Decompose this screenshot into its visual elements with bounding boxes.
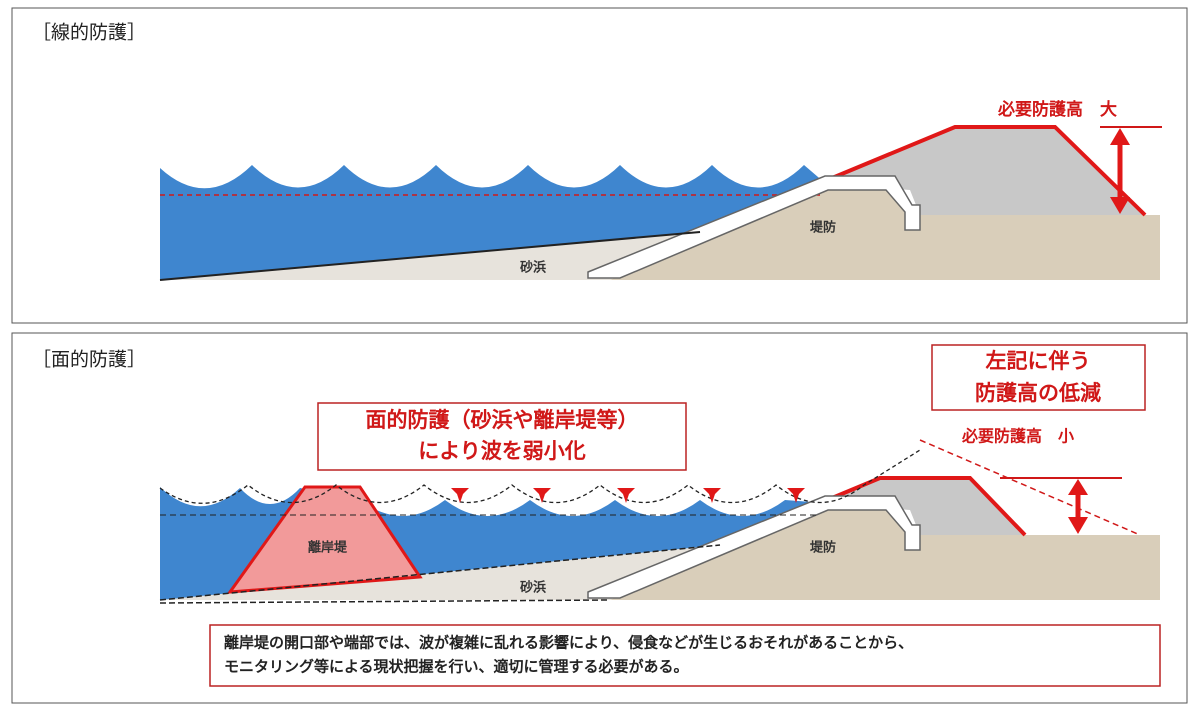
note-box — [209, 624, 1161, 687]
panel-title: ［面的防護］ — [32, 349, 146, 371]
sea — [160, 165, 825, 280]
wave-reduction-arrow — [787, 488, 805, 503]
arrow-head — [1068, 517, 1088, 534]
arrow-head — [1110, 128, 1130, 145]
wave-reduction-arrow — [617, 488, 635, 503]
old-wave — [159, 449, 921, 504]
callout-box — [317, 402, 687, 471]
revetment — [587, 495, 921, 599]
note-text: 離岸堤の開口部や端部では、波が複雑に乱れる影響により、侵食などが生じるおそれがあ… — [224, 634, 913, 652]
note-text: モニタリング等による現状把握を行い、適切に管理する必要がある。 — [224, 658, 689, 676]
breakwater-label: 離岸堤 — [308, 540, 348, 556]
panel-title: ［線的防護］ — [32, 22, 146, 44]
breakwater — [226, 485, 423, 594]
beach-label: 砂浜 — [520, 260, 546, 276]
height-label: 必要防護高 小 — [961, 427, 1074, 446]
callout-box — [931, 344, 1146, 411]
seabed-old — [159, 544, 721, 601]
required-outline — [819, 125, 1147, 217]
wave-reduction-arrow — [533, 488, 551, 503]
arrow-head — [1068, 479, 1088, 495]
dike-body — [610, 183, 1160, 280]
callout-text: 左記に伴う — [986, 349, 1091, 373]
callout-text: 面的防護（砂浜や離岸堤等） — [366, 408, 639, 432]
dike-body — [610, 503, 1160, 600]
arrow-head — [1110, 197, 1130, 214]
seabed-new — [159, 599, 611, 604]
height-label: 必要防護高 大 — [997, 99, 1117, 120]
dike-label: 堤防 — [810, 540, 836, 556]
callout-text: により波を弱小化 — [418, 439, 586, 463]
panel-areal: ［面的防護］ 面的防護（砂浜や離岸堤等） により波を弱小化 左記に伴う 防護高の… — [32, 344, 1161, 687]
callout-text: 防護高の低減 — [975, 381, 1101, 405]
required-outline — [819, 476, 1027, 537]
wave-reduction-arrow — [703, 488, 721, 503]
beach-label: 砂浜 — [520, 580, 546, 596]
dike-label: 堤防 — [810, 220, 836, 236]
required-dike — [820, 478, 1025, 535]
wave-reduction-arrow — [451, 488, 469, 503]
panel-linear: ［線的防護］ 必要防護高 大 堤防 砂浜 — [32, 22, 1162, 281]
required-dike — [820, 127, 1145, 215]
seabed — [159, 231, 701, 281]
revetment — [587, 175, 921, 279]
